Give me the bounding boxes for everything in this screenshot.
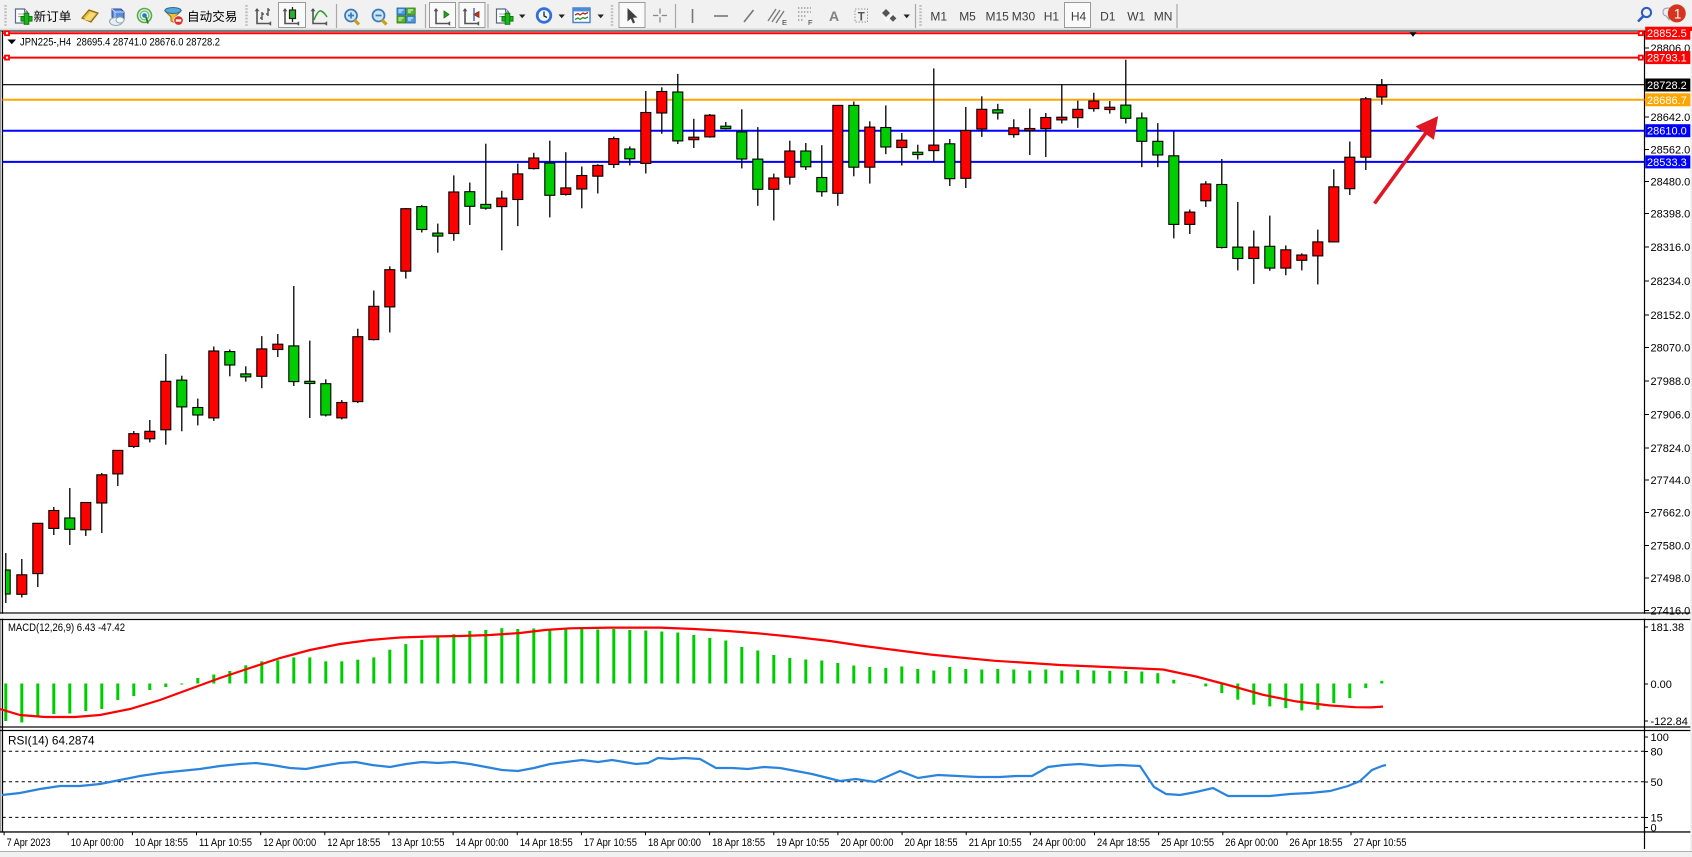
svg-text:14 Apr 18:55: 14 Apr 18:55 [520,837,573,849]
svg-text:28610.0: 28610.0 [1647,126,1687,138]
svg-text:0.00: 0.00 [1651,679,1672,691]
svg-text:M5: M5 [959,9,976,23]
svg-text:10 Apr 00:00: 10 Apr 00:00 [71,837,124,849]
svg-text:80: 80 [1651,747,1663,759]
svg-text:H1: H1 [1044,9,1060,23]
svg-text:20 Apr 00:00: 20 Apr 00:00 [840,837,893,849]
svg-text:28852.5: 28852.5 [1647,28,1687,40]
svg-text:28642.0: 28642.0 [1651,112,1691,124]
svg-text:21 Apr 10:55: 21 Apr 10:55 [969,837,1022,849]
svg-text:28562.0: 28562.0 [1651,145,1691,157]
svg-text:28234.0: 28234.0 [1651,276,1691,288]
svg-text:28533.3: 28533.3 [1647,157,1687,169]
svg-text:50: 50 [1651,777,1663,789]
svg-text:28316.0: 28316.0 [1651,242,1691,254]
svg-text:0: 0 [1651,823,1657,835]
svg-text:E: E [782,18,787,27]
svg-text:W1: W1 [1127,9,1145,23]
svg-text:28480.0: 28480.0 [1651,177,1691,189]
svg-text:24 Apr 00:00: 24 Apr 00:00 [1033,837,1086,849]
svg-text:27498.0: 27498.0 [1651,573,1691,585]
svg-text:25 Apr 10:55: 25 Apr 10:55 [1161,837,1214,849]
svg-text:28398.0: 28398.0 [1651,209,1691,221]
svg-text:26 Apr 00:00: 26 Apr 00:00 [1225,837,1278,849]
svg-text:13 Apr 10:55: 13 Apr 10:55 [391,837,444,849]
svg-text:JPN225-,H4 28695.4 28741.0 28: JPN225-,H4 28695.4 28741.0 28676.0 28728… [20,37,220,49]
svg-text:18 Apr 18:55: 18 Apr 18:55 [712,837,765,849]
svg-text:M1: M1 [930,9,947,23]
svg-text:27988.0: 27988.0 [1651,376,1691,388]
svg-text:M15: M15 [986,9,1010,23]
svg-text:26 Apr 18:55: 26 Apr 18:55 [1289,837,1342,849]
svg-text:20 Apr 18:55: 20 Apr 18:55 [905,837,958,849]
svg-text:D1: D1 [1100,9,1116,23]
svg-text:-122.84: -122.84 [1651,716,1688,728]
svg-text:28793.1: 28793.1 [1647,53,1687,65]
svg-text:MACD(12,26,9) 6.43 -47.42: MACD(12,26,9) 6.43 -47.42 [8,622,125,634]
svg-text:27662.0: 27662.0 [1651,508,1691,520]
svg-text:12 Apr 00:00: 12 Apr 00:00 [263,837,316,849]
svg-text:28070.0: 28070.0 [1651,343,1691,355]
svg-text:18 Apr 00:00: 18 Apr 00:00 [648,837,701,849]
svg-text:27 Apr 10:55: 27 Apr 10:55 [1354,837,1407,849]
svg-text:12 Apr 18:55: 12 Apr 18:55 [327,837,380,849]
svg-text:7 Apr 2023: 7 Apr 2023 [7,837,51,849]
svg-text:11 Apr 10:55: 11 Apr 10:55 [199,837,252,849]
svg-text:H4: H4 [1071,9,1087,23]
svg-text:28152.0: 28152.0 [1651,310,1691,322]
svg-text:27824.0: 27824.0 [1651,443,1691,455]
svg-text:MN: MN [1154,9,1173,23]
svg-text:1: 1 [1674,6,1682,21]
svg-text:10 Apr 18:55: 10 Apr 18:55 [135,837,188,849]
svg-text:M30: M30 [1012,9,1036,23]
svg-text:28686.7: 28686.7 [1647,95,1687,107]
svg-text:27416.0: 27416.0 [1651,606,1691,618]
svg-text:27580.0: 27580.0 [1651,541,1691,553]
svg-text:100: 100 [1651,732,1669,744]
svg-text:27906.0: 27906.0 [1651,410,1691,422]
svg-text:14 Apr 00:00: 14 Apr 00:00 [456,837,509,849]
svg-text:24 Apr 18:55: 24 Apr 18:55 [1097,837,1150,849]
svg-text:15: 15 [1651,813,1663,825]
svg-text:181.38: 181.38 [1651,622,1685,634]
svg-text:17 Apr 10:55: 17 Apr 10:55 [584,837,637,849]
svg-text:28728.2: 28728.2 [1647,80,1687,92]
svg-text:RSI(14) 64.2874: RSI(14) 64.2874 [8,734,95,748]
svg-text:19 Apr 10:55: 19 Apr 10:55 [776,837,829,849]
svg-text:T: T [858,12,865,24]
svg-text:A: A [829,8,839,24]
svg-text:27744.0: 27744.0 [1651,475,1691,487]
svg-text:F: F [808,18,813,27]
